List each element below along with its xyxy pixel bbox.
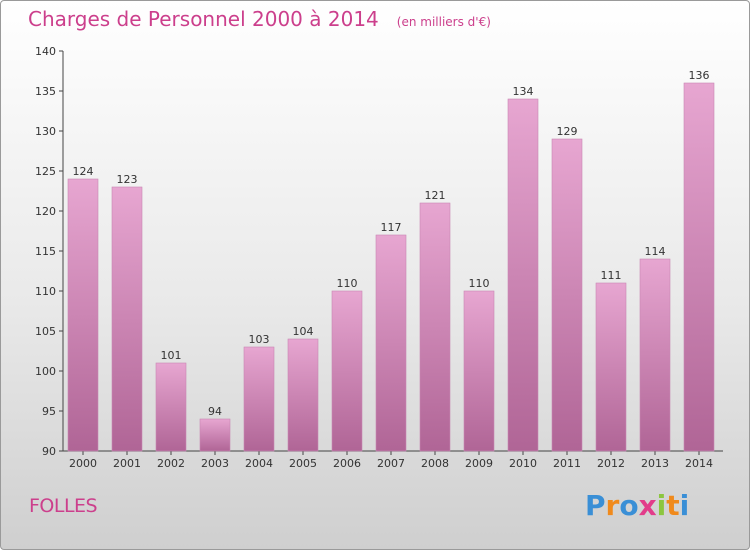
x-tick-label-2004: 2004 <box>245 457 273 470</box>
bar-2007 <box>375 234 407 452</box>
bar-2010 <box>507 98 539 452</box>
x-tick-label-2003: 2003 <box>201 457 229 470</box>
data-label-2008: 121 <box>425 189 446 202</box>
y-tick-label: 95 <box>42 405 56 418</box>
data-label-2004: 103 <box>249 333 270 346</box>
y-tick-label: 130 <box>35 125 56 138</box>
data-label-2001: 123 <box>117 173 138 186</box>
chart-title: Charges de Personnel 2000 à 2014 <box>28 7 379 31</box>
data-label-2003: 94 <box>208 405 222 418</box>
x-tick-label-2006: 2006 <box>333 457 361 470</box>
y-tick-label: 90 <box>42 445 56 458</box>
data-label-2000: 124 <box>73 165 94 178</box>
data-label-2011: 129 <box>557 125 578 138</box>
x-tick-label-2000: 2000 <box>69 457 97 470</box>
bar-2005 <box>287 338 319 452</box>
x-tick-label-2013: 2013 <box>641 457 669 470</box>
bar-2014 <box>683 82 715 452</box>
bar-2011 <box>551 138 583 452</box>
x-tick-label-2014: 2014 <box>685 457 713 470</box>
y-tick-label: 120 <box>35 205 56 218</box>
logo-letter: t <box>666 489 680 522</box>
x-tick-label-2010: 2010 <box>509 457 537 470</box>
data-label-2014: 136 <box>689 69 710 82</box>
axes: 90 95 100 105 110 115 120 125 130 135 140 2000 2001 2… <box>35 45 723 470</box>
bar-2013 <box>639 258 671 452</box>
x-tick-label-2012: 2012 <box>597 457 625 470</box>
title-row: Charges de Personnel 2000 à 2014 (en mill… <box>28 7 491 31</box>
x-tick-label-2002: 2002 <box>157 457 185 470</box>
y-tick-label: 135 <box>35 85 56 98</box>
data-label-2002: 101 <box>161 349 182 362</box>
bars: 124 123 101 94 103 104 110 117 121 110 134 129 111 11… <box>67 69 715 452</box>
data-label-2006: 110 <box>337 277 358 290</box>
logo-letter: i <box>656 489 667 522</box>
bar-2006 <box>331 290 363 452</box>
x-tick-label-2007: 2007 <box>377 457 405 470</box>
y-tick-label: 105 <box>35 325 56 338</box>
logo-letter: r <box>605 489 620 522</box>
logo-letter: P <box>585 489 606 522</box>
data-label-2007: 117 <box>381 221 402 234</box>
proxiti-logo: Proxiti <box>585 489 689 522</box>
y-tick-label: 100 <box>35 365 56 378</box>
bar-2004 <box>243 346 275 452</box>
data-label-2009: 110 <box>469 277 490 290</box>
x-tick-label-2008: 2008 <box>421 457 449 470</box>
data-label-2010: 134 <box>513 85 534 98</box>
bar-2001 <box>111 186 143 452</box>
bar-2008 <box>419 202 451 452</box>
bar-2002 <box>155 362 187 452</box>
commune-name: FOLLES <box>29 495 98 517</box>
chart-subtitle: (en milliers d'€) <box>396 15 491 29</box>
bar-2012 <box>595 282 627 452</box>
y-tick-label: 140 <box>35 45 56 58</box>
bar-2000 <box>67 178 99 452</box>
y-tick-label: 110 <box>35 285 56 298</box>
bar-2003 <box>199 418 231 452</box>
y-tick-label: 125 <box>35 165 56 178</box>
x-tick-label-2011: 2011 <box>553 457 581 470</box>
data-label-2013: 114 <box>645 245 666 258</box>
x-tick-label-2005: 2005 <box>289 457 317 470</box>
logo-letter: x <box>638 489 657 522</box>
logo-letter: i <box>679 489 690 522</box>
data-label-2012: 111 <box>601 269 622 282</box>
y-tick-label: 115 <box>35 245 56 258</box>
x-tick-label-2009: 2009 <box>465 457 493 470</box>
data-label-2005: 104 <box>293 325 314 338</box>
logo-letter: o <box>619 489 639 522</box>
x-tick-label-2001: 2001 <box>113 457 141 470</box>
bar-2009 <box>463 290 495 452</box>
